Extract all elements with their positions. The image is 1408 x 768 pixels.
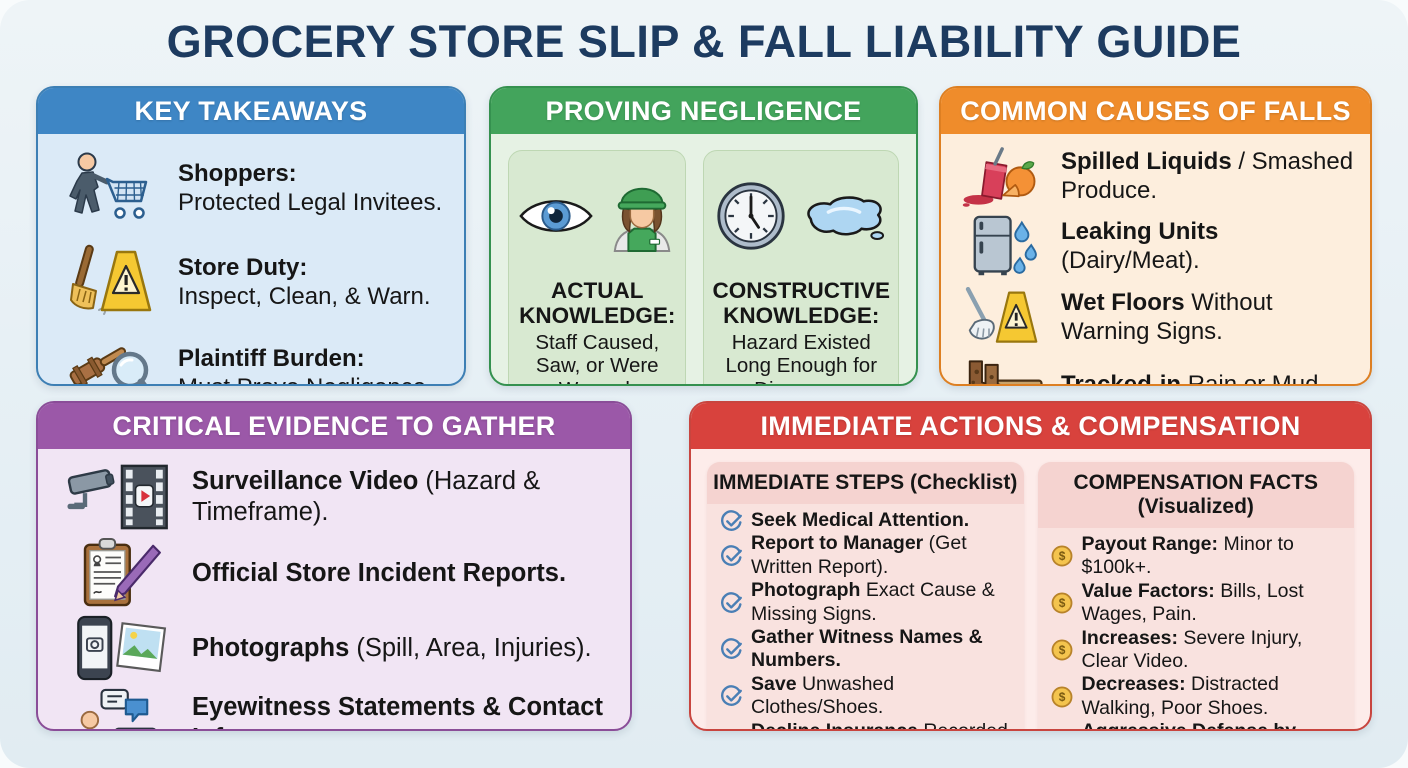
mop-wetfloor-icon — [957, 286, 1049, 349]
cause-item-spilled-liquids: Spilled Liquids / Smashed Produce. — [957, 146, 1354, 208]
immediate-steps-list: Seek Medical Attention. Report to Manage… — [707, 504, 1024, 729]
checklist-item: Photograph Exact Cause & Missing Signs. — [720, 579, 1011, 626]
dollar-coin-icon: $ — [1051, 639, 1073, 661]
knowledge-heading: ACTUAL KNOWLEDGE: — [519, 277, 676, 328]
evidence-term: Official Store Incident Reports. — [192, 558, 567, 587]
check-circle-icon — [720, 591, 742, 614]
cause-term: Wet Floors — [1061, 288, 1185, 316]
shopper-cart-icon — [54, 150, 166, 228]
evidence-item-surveillance: Surveillance Video (Hazard & Timeframe). — [60, 462, 608, 532]
compensation-item: $ Payout Range: Minor to $100k+. — [1051, 533, 1342, 580]
phone-photo-icon — [60, 614, 180, 682]
panel-common-causes-title: COMMON CAUSES OF FALLS — [941, 88, 1370, 134]
panel-proving-negligence-title: PROVING NEGLIGENCE — [491, 88, 916, 134]
immediate-steps-heading: IMMEDIATE STEPS (Checklist) — [707, 462, 1024, 504]
svg-text:$: $ — [1058, 690, 1065, 704]
evidence-item-eyewitness: Eyewitness Statements & Contact Info. — [60, 688, 608, 729]
checklist-item: Report to Manager (Get Written Report). — [720, 532, 1011, 579]
svg-text:$: $ — [1058, 550, 1065, 564]
cause-desc: / Smashed Produce. — [1061, 147, 1354, 204]
compensation-facts-card: COMPENSATION FACTS (Visualized) $ Payout… — [1037, 462, 1355, 729]
evidence-desc: (Hazard & Timeframe). — [192, 467, 541, 526]
key-takeaways-list: Shoppers: Protected Legal Invitees. — [38, 134, 464, 384]
spilled-drink-icon — [957, 146, 1049, 208]
cause-term: Tracked-in — [1061, 370, 1182, 386]
cause-item-tracked-in: Tracked-in Rain or Mud. — [957, 356, 1354, 386]
leaking-fridge-icon — [957, 215, 1049, 279]
eye-icon — [517, 190, 595, 247]
cctv-film-icon — [60, 462, 180, 532]
muddy-boots-icon — [957, 356, 1049, 384]
witness-id-icon — [60, 688, 180, 729]
cause-item-leaking-units: Leaking Units (Dairy/Meat). — [957, 215, 1354, 279]
svg-text:$: $ — [1058, 643, 1065, 657]
panel-immediate-actions: IMMEDIATE ACTIONS & COMPENSATION IMMEDIA… — [689, 401, 1372, 731]
panel-immediate-actions-title: IMMEDIATE ACTIONS & COMPENSATION — [691, 403, 1370, 449]
compensation-item: $ Increases: Severe Injury, Clear Video. — [1051, 627, 1342, 674]
cause-term: Spilled Liquids — [1061, 147, 1232, 175]
panel-key-takeaways-title: KEY TAKEAWAYS — [38, 88, 464, 134]
checklist-item: Gather Witness Names & Numbers. — [720, 626, 1011, 673]
takeaway-item-shoppers: Shoppers: Protected Legal Invitees. — [54, 150, 448, 228]
cause-term: Leaking Units — [1061, 218, 1219, 246]
panel-key-takeaways: KEY TAKEAWAYS Shoppers: Pro — [36, 86, 466, 386]
evidence-item-incident-reports: Official Store Incident Reports. — [60, 538, 608, 608]
common-causes-list: Spilled Liquids / Smashed Produce. — [941, 134, 1370, 386]
evidence-desc: (Spill, Area, Injuries). — [349, 633, 592, 662]
takeaway-term: Store Duty: — [178, 254, 308, 282]
takeaway-desc: Inspect, Clean, & Warn. — [178, 283, 431, 310]
clipboard-pen-icon — [60, 538, 180, 608]
cause-item-wet-floors: Wet Floors Without Warning Signs. — [957, 286, 1354, 349]
compensation-item: $ Value Factors: Bills, Lost Wages, Pain… — [1051, 580, 1342, 627]
knowledge-text: Hazard Existed Long Enough for Discovery… — [725, 330, 878, 384]
puddle-icon — [799, 189, 887, 248]
store-employee-icon — [607, 179, 677, 258]
check-circle-icon — [720, 509, 742, 532]
compensation-facts-heading: COMPENSATION FACTS (Visualized) — [1037, 462, 1354, 528]
svg-text:$: $ — [1058, 596, 1065, 610]
check-circle-icon — [720, 545, 742, 567]
panel-critical-evidence: CRITICAL EVIDENCE TO GATHER — [36, 401, 632, 731]
check-circle-icon — [720, 685, 742, 707]
dollar-coin-icon: $ — [1051, 545, 1073, 567]
knowledge-text: Staff Caused, Saw, or Were Warned. — [535, 330, 660, 384]
takeaway-desc: Protected Legal Invitees. — [178, 189, 443, 216]
negligence-cards: ACTUAL KNOWLEDGE: Staff Caused, Saw, or … — [491, 134, 916, 384]
broom-wetfloor-icon — [54, 244, 166, 322]
check-circle-icon — [720, 638, 742, 660]
takeaway-item-plaintiff-burden: Plaintiff Burden: Must Prove Negligence. — [54, 338, 448, 384]
takeaway-term: Plaintiff Burden: — [178, 345, 365, 373]
evidence-item-photographs: Photographs (Spill, Area, Injuries). — [60, 614, 608, 682]
takeaway-term: Shoppers: — [178, 160, 297, 188]
panel-common-causes: COMMON CAUSES OF FALLS S — [939, 86, 1372, 386]
dollar-coin-icon: $ — [1051, 592, 1073, 614]
evidence-term: Eyewitness Statements & Contact Info. — [192, 693, 603, 729]
actual-knowledge-card: ACTUAL KNOWLEDGE: Staff Caused, Saw, or … — [508, 150, 687, 384]
checklist-item: Seek Medical Attention. — [720, 509, 1011, 532]
page-title: GROCERY STORE SLIP & FALL LIABILITY GUID… — [166, 16, 1242, 67]
critical-evidence-list: Surveillance Video (Hazard & Timeframe). — [38, 449, 630, 729]
cause-desc: Rain or Mud. — [1181, 370, 1326, 386]
evidence-term: Surveillance Video — [192, 467, 419, 496]
compensation-facts-list: $ Payout Range: Minor to $100k+. $ Value… — [1038, 528, 1355, 729]
dollar-coin-icon: $ — [1051, 686, 1073, 708]
compensation-item: $ Aggressive Defense by Chains. — [1051, 720, 1342, 729]
clock-icon — [715, 180, 787, 257]
evidence-term: Photographs — [192, 633, 350, 662]
takeaway-item-store-duty: Store Duty: Inspect, Clean, & Warn. — [54, 244, 448, 322]
gavel-magnifier-icon — [54, 338, 166, 384]
compensation-item: $ Decreases: Distracted Walking, Poor Sh… — [1051, 673, 1342, 720]
cause-desc: Without Warning Signs. — [1061, 288, 1273, 345]
checklist-item: Decline Insurance Recorded Statements. — [720, 720, 1011, 729]
panel-proving-negligence: PROVING NEGLIGENCE — [489, 86, 918, 386]
takeaway-desc: Must Prove Negligence. — [178, 374, 433, 384]
knowledge-heading: CONSTRUCTIVE KNOWLEDGE: — [712, 277, 890, 328]
constructive-knowledge-card: CONSTRUCTIVE KNOWLEDGE: Hazard Existed L… — [703, 150, 899, 384]
panel-critical-evidence-title: CRITICAL EVIDENCE TO GATHER — [38, 403, 630, 449]
immediate-steps-card: IMMEDIATE STEPS (Checklist) Seek Medical… — [707, 462, 1024, 729]
cause-desc: (Dairy/Meat). — [1061, 247, 1200, 275]
checklist-item: Save Unwashed Clothes/Shoes. — [720, 673, 1011, 720]
